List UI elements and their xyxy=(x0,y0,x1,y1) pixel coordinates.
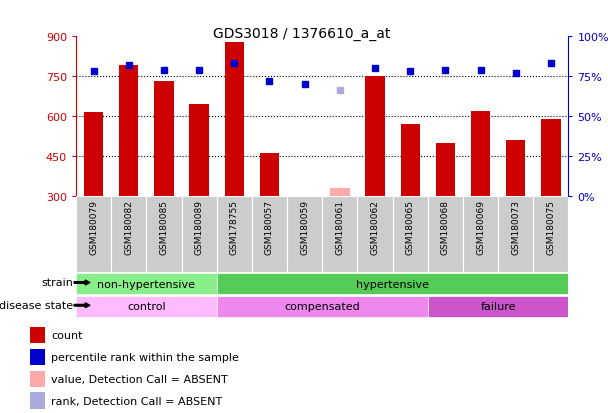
Text: GSM180075: GSM180075 xyxy=(547,200,555,255)
Text: hypertensive: hypertensive xyxy=(356,279,429,289)
Bar xyxy=(216,196,252,273)
Text: GSM180069: GSM180069 xyxy=(476,200,485,255)
Bar xyxy=(119,66,139,196)
Bar xyxy=(190,105,209,196)
Bar xyxy=(506,140,525,196)
Bar xyxy=(216,297,428,317)
Bar xyxy=(365,77,385,196)
Bar xyxy=(30,349,45,365)
Bar xyxy=(154,82,174,196)
Text: percentile rank within the sample: percentile rank within the sample xyxy=(51,352,239,362)
Bar xyxy=(76,274,216,294)
Text: GSM180065: GSM180065 xyxy=(406,200,415,255)
Bar xyxy=(541,119,561,196)
Bar xyxy=(216,274,568,294)
Bar xyxy=(533,196,568,273)
Text: strain: strain xyxy=(41,278,73,288)
Text: non-hypertensive: non-hypertensive xyxy=(97,279,195,289)
Bar xyxy=(84,113,103,196)
Text: failure: failure xyxy=(480,301,516,312)
Text: control: control xyxy=(127,301,165,312)
Bar xyxy=(401,125,420,196)
Bar xyxy=(30,392,45,409)
Text: GSM180057: GSM180057 xyxy=(265,200,274,255)
Bar xyxy=(30,371,45,387)
Text: compensated: compensated xyxy=(285,301,360,312)
Bar xyxy=(428,196,463,273)
Bar xyxy=(330,188,350,196)
Text: GSM180059: GSM180059 xyxy=(300,200,309,255)
Bar xyxy=(252,196,287,273)
Text: GSM180062: GSM180062 xyxy=(370,200,379,255)
Text: GSM180082: GSM180082 xyxy=(124,200,133,255)
Text: disease state: disease state xyxy=(0,301,73,311)
Bar xyxy=(30,327,45,344)
Bar xyxy=(224,43,244,196)
Text: GSM180089: GSM180089 xyxy=(195,200,204,255)
Text: GSM180068: GSM180068 xyxy=(441,200,450,255)
Bar xyxy=(182,196,216,273)
Bar xyxy=(393,196,428,273)
Bar xyxy=(358,196,393,273)
Bar xyxy=(76,297,216,317)
Text: GSM180073: GSM180073 xyxy=(511,200,520,255)
Text: count: count xyxy=(51,330,83,340)
Bar xyxy=(111,196,147,273)
Bar xyxy=(76,196,111,273)
Text: GSM180085: GSM180085 xyxy=(159,200,168,255)
Text: GSM178755: GSM178755 xyxy=(230,200,239,255)
Text: GDS3018 / 1376610_a_at: GDS3018 / 1376610_a_at xyxy=(213,27,390,41)
Bar xyxy=(322,196,358,273)
Bar xyxy=(471,112,490,196)
Bar xyxy=(436,143,455,196)
Text: rank, Detection Call = ABSENT: rank, Detection Call = ABSENT xyxy=(51,396,222,406)
Bar xyxy=(147,196,182,273)
Bar xyxy=(287,196,322,273)
Text: GSM180061: GSM180061 xyxy=(336,200,344,255)
Bar xyxy=(260,154,279,196)
Bar xyxy=(498,196,533,273)
Text: value, Detection Call = ABSENT: value, Detection Call = ABSENT xyxy=(51,374,227,384)
Bar xyxy=(428,297,568,317)
Text: GSM180079: GSM180079 xyxy=(89,200,98,255)
Bar xyxy=(463,196,498,273)
